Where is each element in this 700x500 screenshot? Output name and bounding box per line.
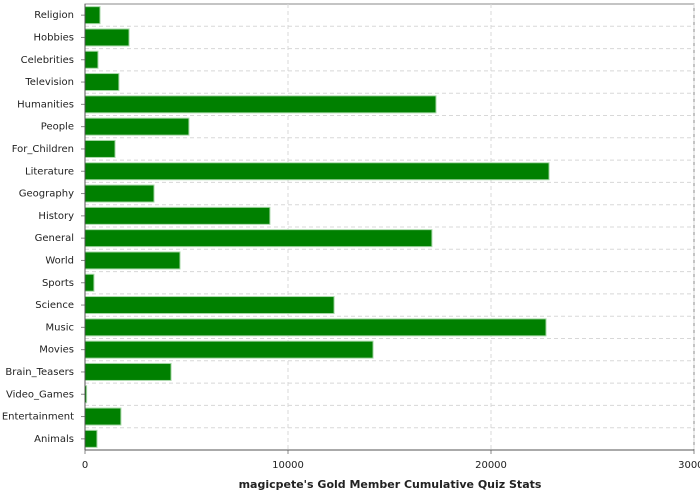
- y-tick-label: Geography: [19, 189, 74, 200]
- y-tick-label: Religion: [34, 10, 74, 21]
- bar: [84, 273, 95, 292]
- bar: [84, 162, 550, 181]
- y-tick-label: Literature: [25, 166, 74, 177]
- bar: [84, 139, 116, 158]
- y-tick-label: People: [41, 122, 74, 133]
- bar: [84, 117, 190, 136]
- bar: [84, 184, 155, 203]
- bar: [84, 206, 271, 225]
- y-tick-label: Humanities: [17, 99, 74, 110]
- y-tick-label: Hobbies: [34, 32, 74, 43]
- y-tick-label: For_Children: [12, 144, 74, 155]
- bar: [84, 95, 437, 114]
- y-tick-label: History: [38, 211, 74, 222]
- x-tick-label: 30000: [678, 460, 700, 471]
- x-tick-label: 20000: [475, 460, 507, 471]
- bar: [84, 28, 130, 47]
- y-tick-label: General: [35, 233, 74, 244]
- y-tick-label: Television: [24, 77, 74, 88]
- x-tick-label: 10000: [272, 460, 304, 471]
- x-tick-label: 0: [82, 460, 88, 471]
- bar: [84, 318, 547, 337]
- bar: [84, 340, 374, 359]
- bar: [84, 296, 335, 315]
- y-tick-label: Video_Games: [6, 389, 74, 400]
- y-tick-label: Celebrities: [21, 55, 74, 66]
- bar: [84, 407, 122, 426]
- y-tick-label: Movies: [39, 345, 74, 356]
- bar: [84, 50, 99, 69]
- y-tick-label: Music: [46, 322, 74, 333]
- y-tick-label: Animals: [34, 434, 74, 445]
- bar: [84, 429, 98, 448]
- bar: [84, 6, 101, 25]
- bar: [84, 229, 433, 248]
- bar: [84, 73, 120, 92]
- bar: [84, 362, 172, 381]
- bar: [84, 251, 181, 270]
- y-tick-label: Sports: [42, 278, 74, 289]
- y-tick-label: Science: [35, 300, 74, 311]
- x-axis-label: magicpete's Gold Member Cumulative Quiz …: [239, 478, 542, 491]
- y-tick-label: World: [45, 255, 74, 266]
- y-tick-label: Brain_Teasers: [5, 367, 74, 378]
- y-tick-label: Entertainment: [2, 412, 74, 423]
